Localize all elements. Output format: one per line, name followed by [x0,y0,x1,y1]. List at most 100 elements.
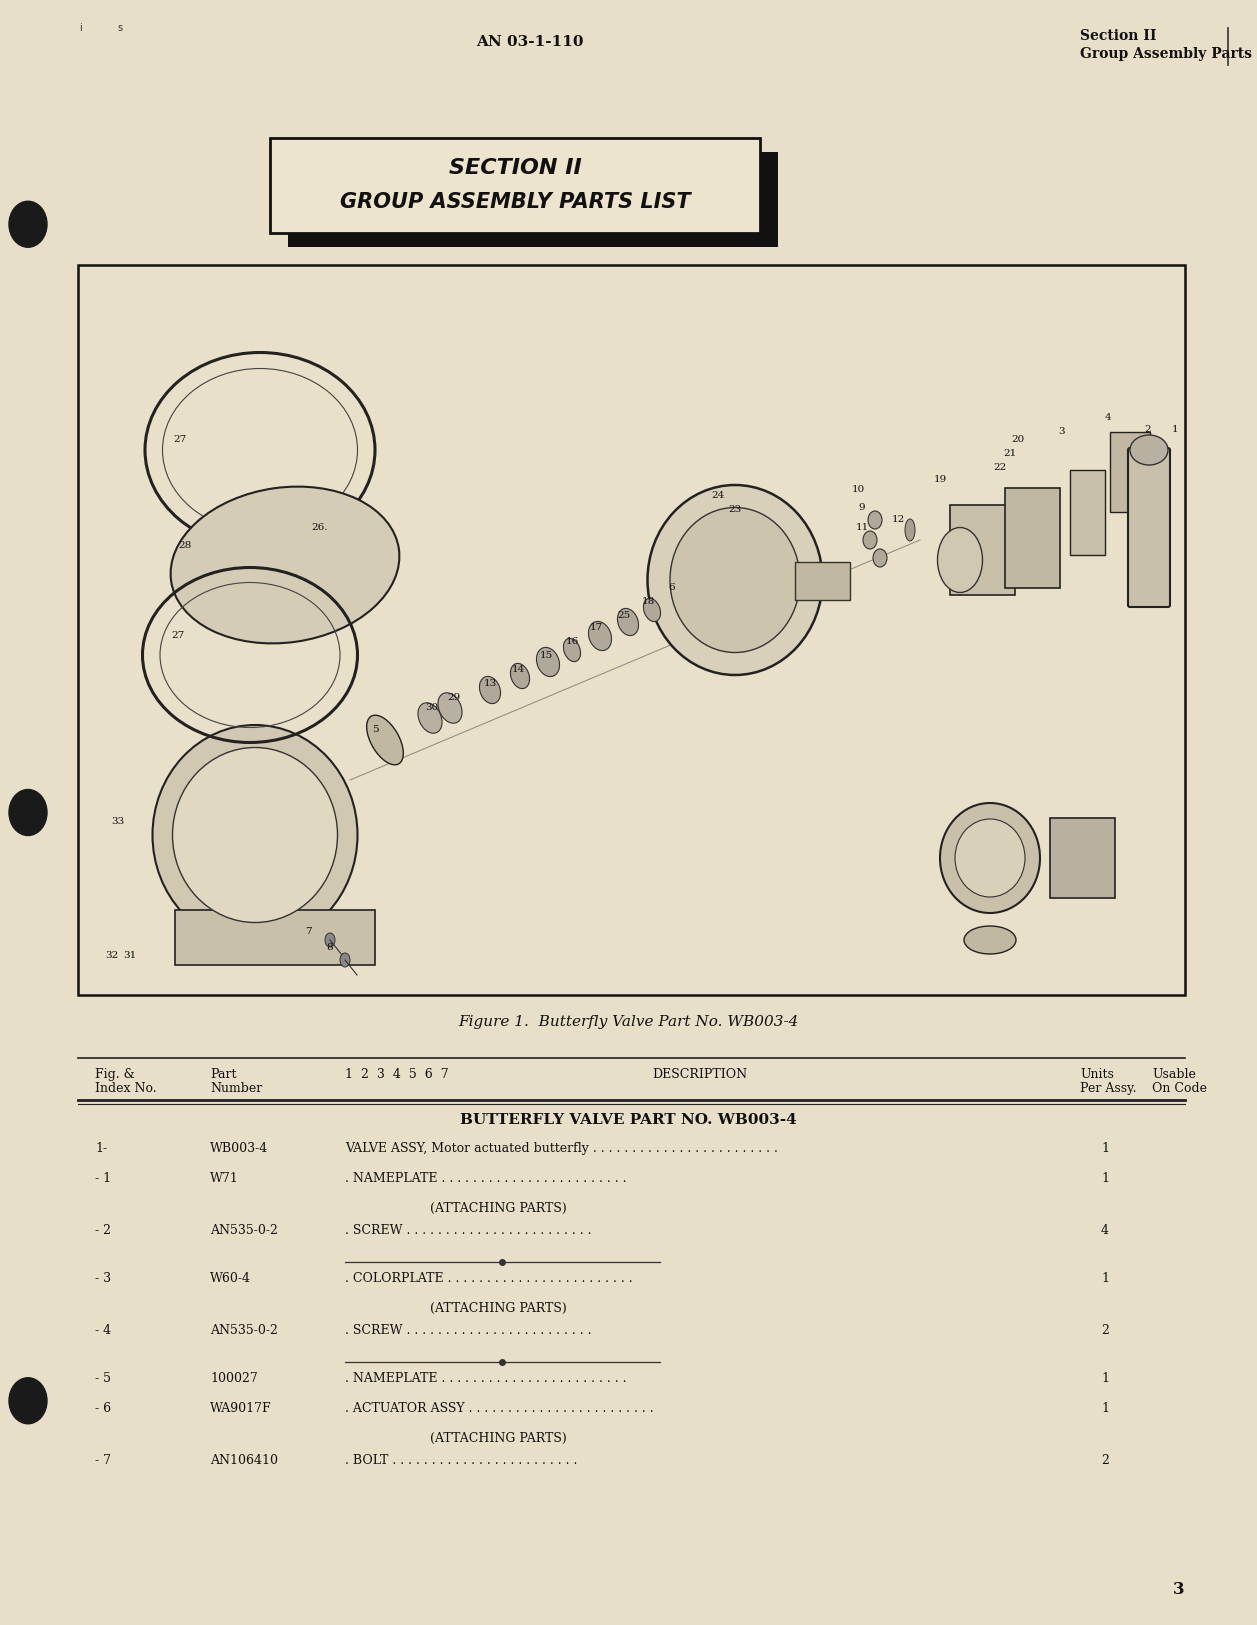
Text: 28: 28 [178,541,191,549]
Text: 21: 21 [1003,449,1017,458]
Ellipse shape [670,507,799,653]
Text: On Code: On Code [1151,1082,1207,1095]
FancyBboxPatch shape [1128,449,1170,608]
Text: WA9017F: WA9017F [210,1402,272,1415]
Text: GROUP ASSEMBLY PARTS LIST: GROUP ASSEMBLY PARTS LIST [339,192,690,211]
Bar [78,265,1185,994]
Ellipse shape [419,702,442,733]
Text: 2: 2 [1145,426,1151,434]
Text: 12: 12 [891,515,905,525]
Text: - 5: - 5 [96,1372,111,1384]
Text: - 4: - 4 [96,1324,111,1337]
Bar [1070,470,1105,556]
Text: 5: 5 [372,725,378,734]
Ellipse shape [955,819,1024,897]
Text: 1: 1 [1101,1402,1109,1415]
Text: - 7: - 7 [96,1454,111,1467]
Ellipse shape [9,1378,47,1424]
Text: Figure 1.  Butterfly Valve Part No. WB003-4: Figure 1. Butterfly Valve Part No. WB003… [458,1016,798,1029]
Text: . NAMEPLATE . . . . . . . . . . . . . . . . . . . . . . . .: . NAMEPLATE . . . . . . . . . . . . . . … [344,1172,626,1185]
Text: 3: 3 [1058,427,1066,437]
Text: s: s [117,23,123,32]
Text: . SCREW . . . . . . . . . . . . . . . . . . . . . . . .: . SCREW . . . . . . . . . . . . . . . . … [344,1324,592,1337]
Text: BUTTERFLY VALVE PART NO. WB003-4: BUTTERFLY VALVE PART NO. WB003-4 [460,1113,797,1128]
Ellipse shape [563,639,581,661]
Text: AN535-0-2: AN535-0-2 [210,1324,278,1337]
Text: Index No.: Index No. [96,1082,157,1095]
Text: AN 03-1-110: AN 03-1-110 [476,36,583,49]
Text: 11: 11 [855,523,869,531]
Text: 27: 27 [173,436,186,445]
Text: . NAMEPLATE . . . . . . . . . . . . . . . . . . . . . . . .: . NAMEPLATE . . . . . . . . . . . . . . … [344,1372,626,1384]
Text: Group Assembly Parts List: Group Assembly Parts List [1080,47,1257,62]
Text: 8: 8 [327,944,333,952]
Ellipse shape [1130,436,1168,465]
Bar [950,505,1014,595]
Bar [175,910,375,965]
Text: - 1: - 1 [96,1172,111,1185]
Ellipse shape [9,202,47,247]
Text: 24: 24 [711,491,724,499]
Text: (ATTACHING PARTS): (ATTACHING PARTS) [430,1202,567,1216]
Text: 13: 13 [484,679,497,689]
Text: - 6: - 6 [96,1402,111,1415]
Text: 1: 1 [1101,1142,1109,1155]
Text: SECTION II: SECTION II [449,158,582,179]
Text: DESCRIPTION: DESCRIPTION [652,1069,748,1082]
Text: 2: 2 [1101,1454,1109,1467]
Text: 4: 4 [1105,413,1111,422]
Text: 1-: 1- [96,1142,107,1155]
Text: 6: 6 [669,583,675,593]
Ellipse shape [940,803,1040,913]
Text: . ACTUATOR ASSY . . . . . . . . . . . . . . . . . . . . . . . .: . ACTUATOR ASSY . . . . . . . . . . . . … [344,1402,654,1415]
Ellipse shape [537,647,559,676]
Text: 10: 10 [851,486,865,494]
Text: AN535-0-2: AN535-0-2 [210,1224,278,1237]
Text: 22: 22 [993,463,1007,473]
Text: . BOLT . . . . . . . . . . . . . . . . . . . . . . . .: . BOLT . . . . . . . . . . . . . . . . .… [344,1454,577,1467]
Bar [270,138,760,232]
Ellipse shape [588,621,612,650]
Text: Fig. &: Fig. & [96,1068,134,1081]
Text: (ATTACHING PARTS): (ATTACHING PARTS) [430,1302,567,1315]
Bar [794,562,850,600]
Ellipse shape [905,518,915,541]
Text: WB003-4: WB003-4 [210,1142,268,1155]
Text: 27: 27 [171,630,185,640]
Text: 25: 25 [617,611,631,621]
Text: Usable: Usable [1151,1068,1195,1081]
Ellipse shape [647,484,822,674]
Text: . SCREW . . . . . . . . . . . . . . . . . . . . . . . .: . SCREW . . . . . . . . . . . . . . . . … [344,1224,592,1237]
Text: . COLORPLATE . . . . . . . . . . . . . . . . . . . . . . . .: . COLORPLATE . . . . . . . . . . . . . .… [344,1272,632,1285]
Text: (ATTACHING PARTS): (ATTACHING PARTS) [430,1432,567,1445]
Ellipse shape [864,531,877,549]
Text: VALVE ASSY, Motor actuated butterfly . . . . . . . . . . . . . . . . . . . . . .: VALVE ASSY, Motor actuated butterfly . .… [344,1142,778,1155]
Text: 1: 1 [1101,1172,1109,1185]
Text: AN106410: AN106410 [210,1454,278,1467]
Bar [1110,432,1150,512]
Text: 33: 33 [112,817,124,827]
Text: 1: 1 [1172,426,1178,434]
Text: Section II: Section II [1080,29,1156,42]
Ellipse shape [938,528,983,593]
Ellipse shape [9,790,47,835]
Ellipse shape [964,926,1016,954]
Text: Units: Units [1080,1068,1114,1081]
Text: 18: 18 [641,598,655,606]
Ellipse shape [437,692,463,723]
Text: 31: 31 [123,951,137,959]
Text: Part: Part [210,1068,236,1081]
Text: 32: 32 [106,951,118,959]
Ellipse shape [479,676,500,704]
Text: 26.: 26. [312,523,328,533]
Bar [288,153,778,247]
Text: Number: Number [210,1082,263,1095]
Ellipse shape [869,510,882,530]
Text: 30: 30 [425,704,439,712]
Text: 4: 4 [1101,1224,1109,1237]
Text: 16: 16 [566,637,578,647]
Text: 23: 23 [728,505,742,515]
Text: Per Assy.: Per Assy. [1080,1082,1136,1095]
Ellipse shape [172,748,337,923]
Text: i: i [79,23,82,32]
